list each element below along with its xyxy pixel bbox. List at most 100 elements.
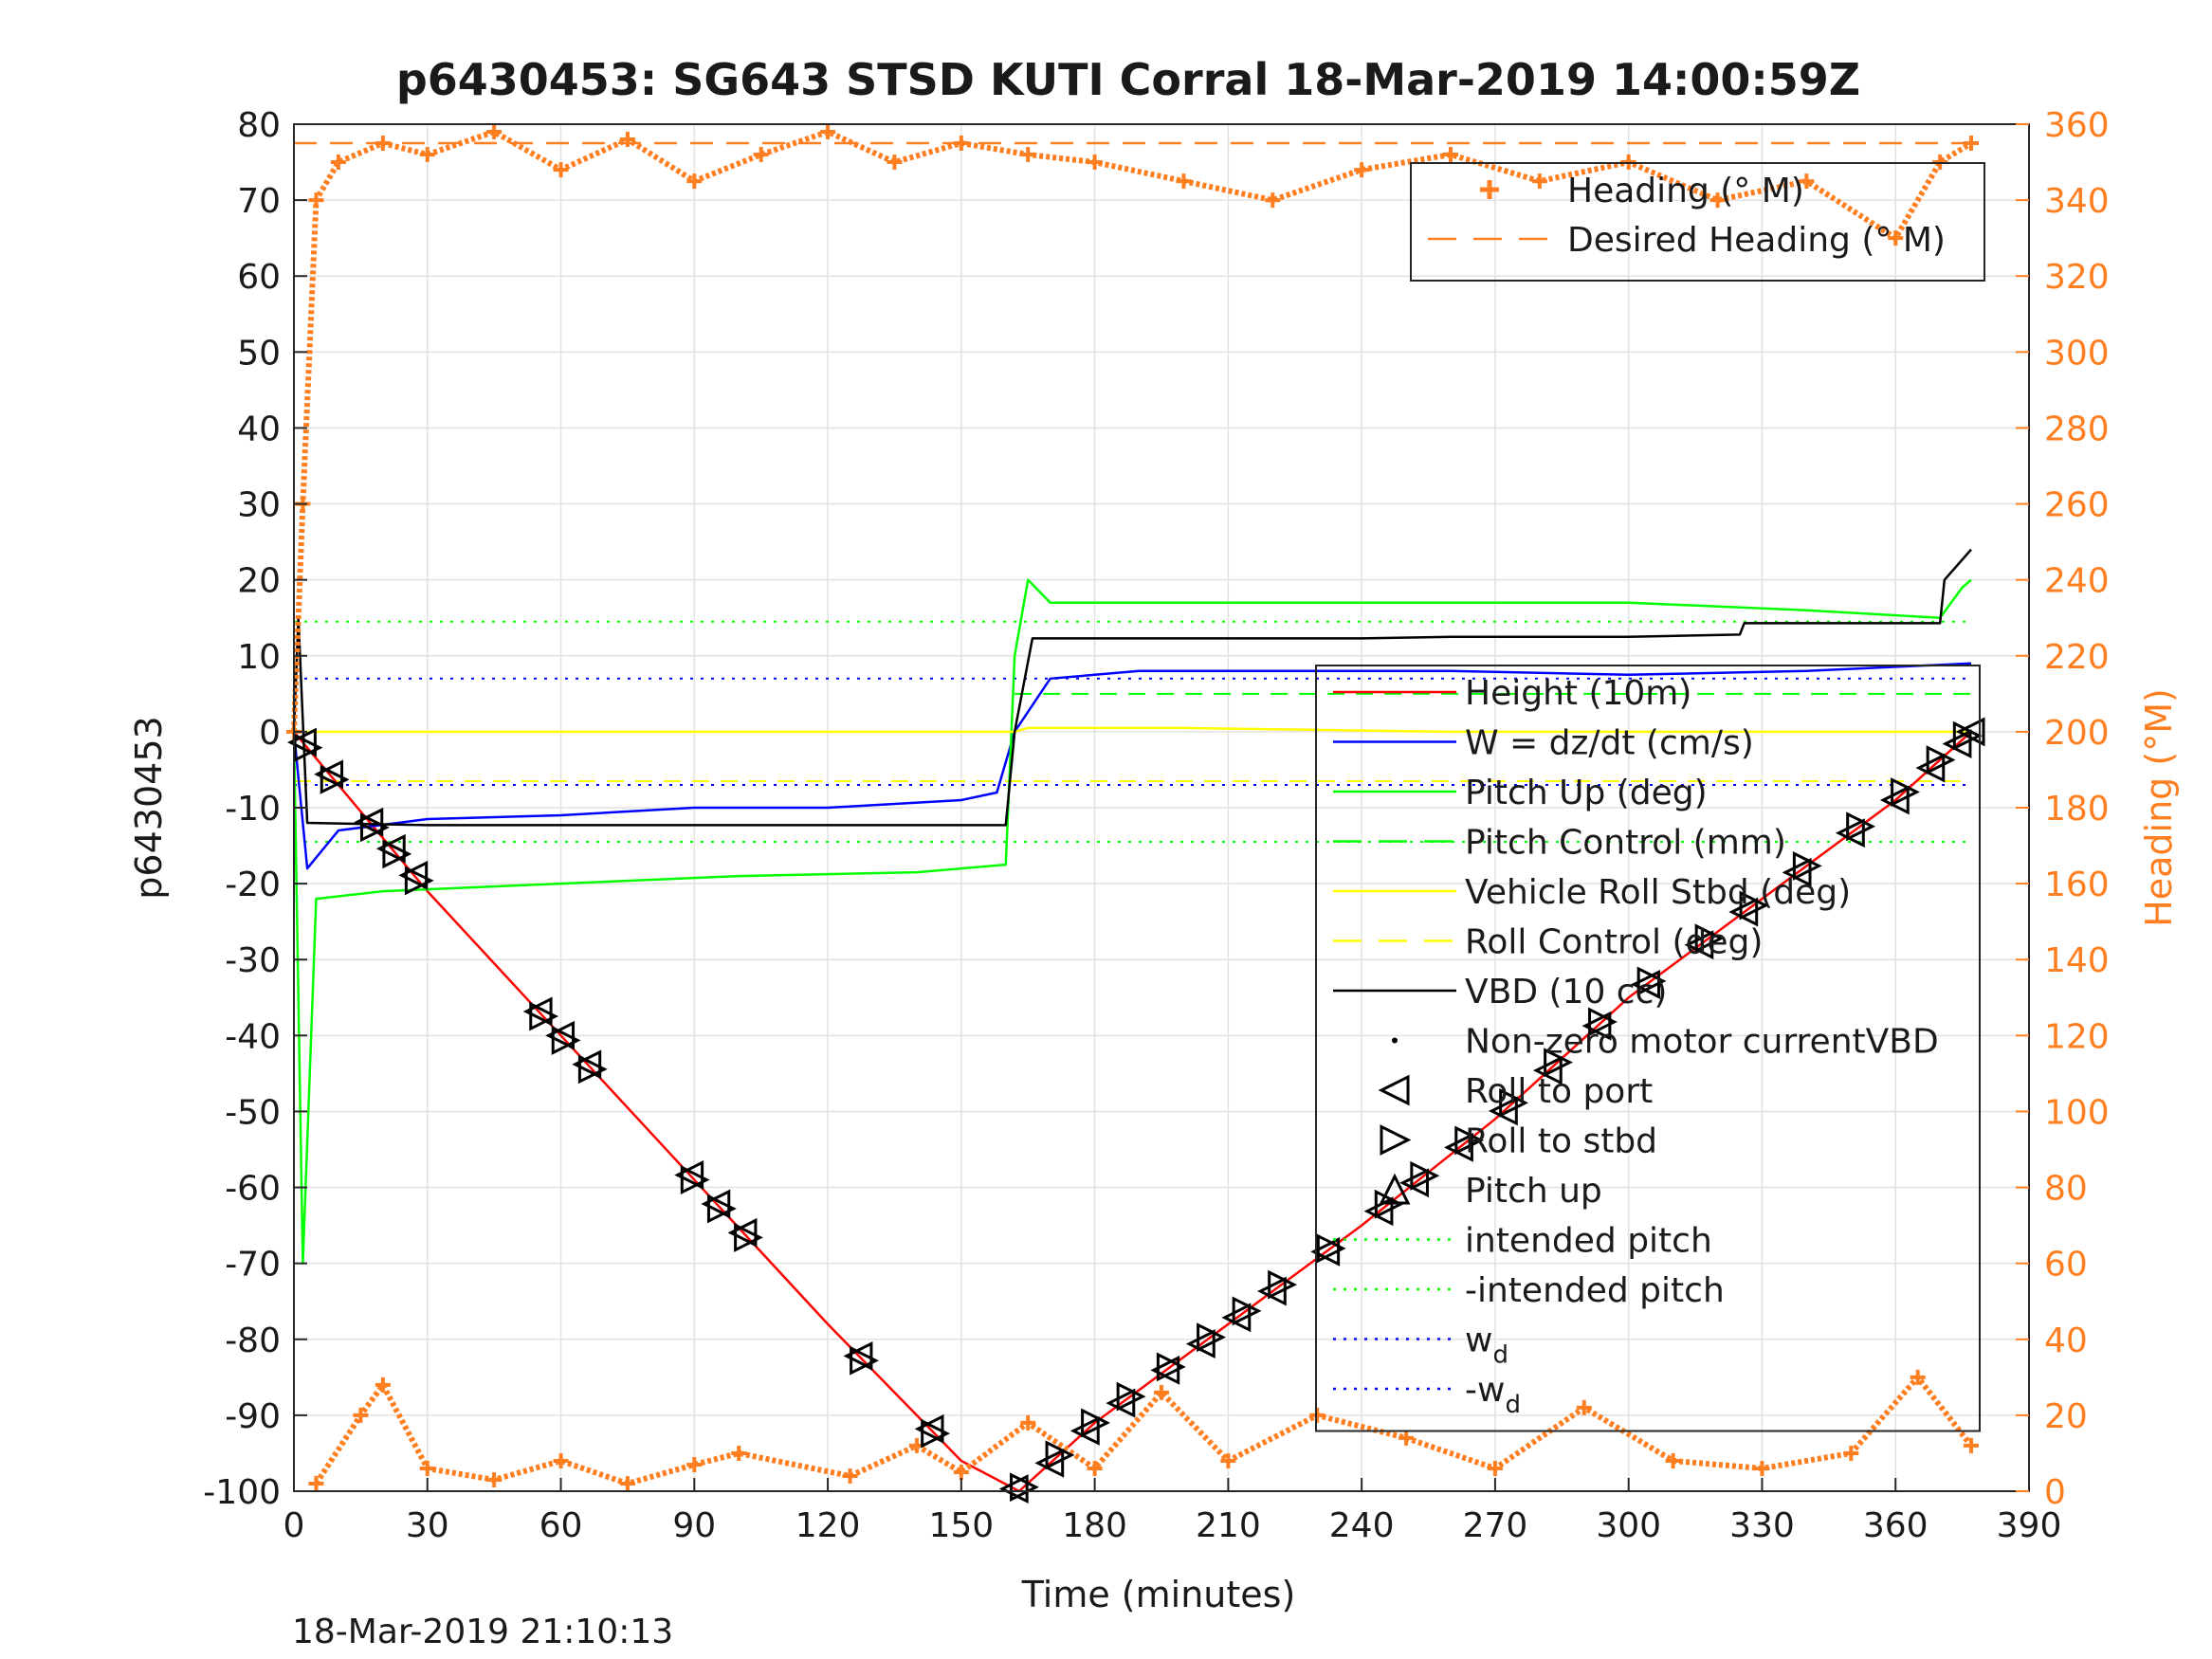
heading-point — [330, 155, 346, 171]
series-line — [292, 578, 1972, 1265]
right-axis-label: Heading (°M) — [2138, 688, 2180, 927]
x-axis-ticks: 0 30 60 90 120 150 180 210 240 270 300 330 360 390 — [283, 1478, 2061, 1545]
right-tick-label: 60 — [2044, 1246, 2088, 1285]
y-tick-label: 70 — [237, 182, 281, 221]
heading-point — [1443, 147, 1458, 163]
roll-to-port-marker — [1185, 1329, 1216, 1359]
right-tick-label: 80 — [2044, 1170, 2088, 1209]
roll-to-stbd-marker — [706, 1194, 737, 1224]
right-tick-label: 240 — [2044, 562, 2110, 601]
roll-to-port-marker — [727, 1217, 758, 1248]
legend-label: Roll to stbd — [1465, 1122, 1657, 1161]
heading-point — [686, 173, 703, 190]
x-tick-label: 90 — [672, 1506, 716, 1545]
heading-point — [1354, 162, 1370, 178]
roll-to-port-marker — [1399, 1168, 1429, 1198]
heading-point — [1398, 1430, 1415, 1446]
heading-point — [686, 1456, 703, 1472]
roll-to-stbd-marker — [1045, 1440, 1075, 1470]
x-tick-label: 120 — [795, 1506, 861, 1545]
roll-to-port-marker — [701, 1189, 731, 1219]
legend-box — [1315, 665, 1981, 1432]
right-tick-label: 140 — [2044, 941, 2110, 980]
roll-to-stbd-marker — [1739, 890, 1769, 921]
heading-point — [1910, 1369, 1926, 1385]
y-tick-label: -50 — [225, 1093, 281, 1132]
legend-label: Pitch Up (deg) — [1465, 774, 1708, 812]
heading-point — [308, 1475, 324, 1491]
legend-label: intended pitch — [1465, 1222, 1712, 1261]
heading-point — [553, 1452, 569, 1468]
y-tick-label: 10 — [237, 638, 281, 677]
x-tick-label: 60 — [539, 1506, 583, 1545]
roll-to-stbd-marker — [734, 1223, 763, 1252]
heading-point — [486, 124, 503, 140]
heading-point — [308, 192, 324, 209]
roll-to-port-marker — [1955, 717, 1985, 747]
roll-to-stbd-marker — [1156, 1352, 1186, 1382]
roll-to-stbd-marker — [1694, 923, 1725, 954]
right-tick-label: 40 — [2044, 1322, 2088, 1360]
legend-label: Non-zero motor currentVBD — [1465, 1023, 1939, 1062]
x-tick-label: 270 — [1463, 1506, 1528, 1545]
legend-label: Heading (° M) — [1567, 172, 1804, 210]
roll-to-port-marker — [1915, 753, 1946, 783]
y-tick-label: -70 — [225, 1246, 281, 1285]
x-tick-label: 150 — [928, 1506, 994, 1545]
legend-label: Vehicle Roll Stbd (deg) — [1465, 873, 1851, 912]
y-tick-label: 30 — [237, 486, 281, 525]
x-tick-label: 360 — [1863, 1506, 1929, 1545]
roll-to-port-marker — [914, 1413, 944, 1444]
roll-to-stbd-marker — [1926, 745, 1956, 775]
legend-label: Roll Control (deg) — [1465, 923, 1763, 962]
roll-to-port-marker — [1221, 1303, 1252, 1333]
reference-lines — [294, 620, 1971, 844]
x-tick-label: 210 — [1196, 1506, 1261, 1545]
y-tick-label: -20 — [225, 866, 281, 904]
roll-to-stbd-marker — [1232, 1296, 1262, 1326]
roll-to-port-marker — [1363, 1196, 1394, 1227]
roll-to-stbd-marker — [382, 839, 412, 869]
roll-to-stbd-marker — [1081, 1408, 1110, 1438]
roll-to-stbd-marker — [1544, 1048, 1573, 1078]
right-tick-label: 320 — [2044, 258, 2110, 297]
y-axis-label: p6430453 — [128, 716, 170, 899]
legend-label: Roll to port — [1465, 1072, 1653, 1111]
roll-to-stbd-marker — [1268, 1269, 1298, 1300]
roll-to-stbd-marker — [320, 764, 350, 794]
heading-point — [1888, 230, 1904, 246]
legend-label-subscript: d — [1492, 1341, 1508, 1370]
legend-swatch — [1378, 1074, 1410, 1106]
roll-to-port-marker — [572, 1049, 602, 1080]
heading-point — [842, 1468, 858, 1484]
right-tick-label: 100 — [2044, 1093, 2110, 1132]
roll-to-port-marker — [1782, 857, 1812, 887]
right-axis-ticks: 0 20 40 60 80 100 120 140 160 180 200 220 240 260 280 3… — [2016, 106, 2110, 1512]
right-tick-label: 200 — [2044, 714, 2110, 753]
heading-point — [1154, 1384, 1169, 1400]
roll-to-stbd-marker — [1410, 1160, 1440, 1191]
y-axis-ticks: -100-90-80-70-60-50-40-30-20-10010203040… — [203, 106, 307, 1512]
heading-point — [1487, 1460, 1503, 1476]
roll-to-port-marker — [1106, 1388, 1136, 1418]
heading-point — [1087, 1460, 1103, 1476]
roll-to-port-marker — [287, 727, 317, 757]
roll-markers — [287, 717, 1985, 1504]
roll-to-stbd-marker — [1316, 1233, 1346, 1264]
x-tick-label: 240 — [1329, 1506, 1395, 1545]
legend-swatch — [1480, 180, 1499, 199]
legend-label: Pitch up — [1465, 1172, 1602, 1211]
roll-to-port-marker — [1532, 1055, 1563, 1085]
roll-to-stbd-marker — [404, 866, 434, 896]
heading-point — [753, 147, 769, 163]
roll-to-port-marker — [1879, 785, 1910, 815]
heading-point — [486, 1471, 503, 1487]
roll-to-stbd-marker — [359, 812, 390, 843]
heading-point — [820, 124, 836, 140]
roll-to-port-marker — [1034, 1448, 1065, 1478]
timestamp: 18-Mar-2019 21:10:13 — [292, 1613, 673, 1651]
legend-swatch — [1379, 1173, 1411, 1205]
heading-point — [1531, 173, 1547, 190]
y-tick-label: -90 — [225, 1397, 281, 1436]
right-tick-label: 160 — [2044, 866, 2110, 904]
